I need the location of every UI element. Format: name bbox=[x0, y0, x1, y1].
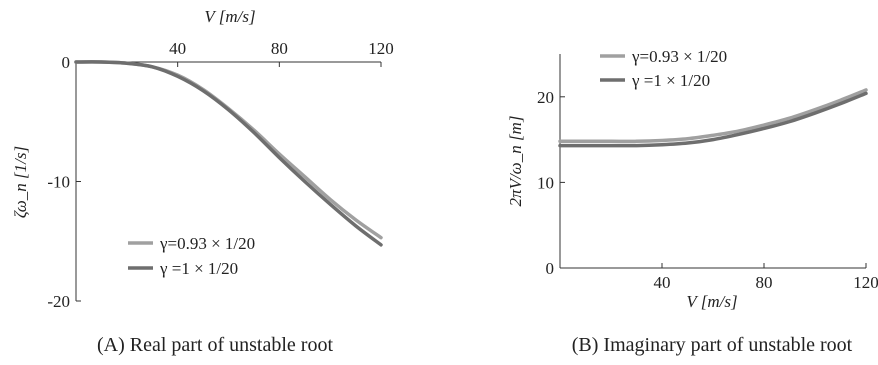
panel-b-x-axis-label: V [m/s] bbox=[686, 292, 737, 311]
panel-a-legend-label-2: γ =1 × 1/20 bbox=[159, 259, 238, 278]
panel-a: 40 80 120 0 -10 -20 V [m/s] ζω_n [1/s] γ=0.9… bbox=[11, 7, 394, 356]
panel-b-series-line-1 bbox=[558, 88, 868, 144]
panel-b-y-axis-label: 2πV/ω_n [m] bbox=[506, 116, 525, 207]
panel-b-axes bbox=[559, 54, 866, 269]
panel-b-x-ticks: 40 80 120 bbox=[654, 263, 878, 292]
panel-a-x-tick-label: 120 bbox=[368, 39, 394, 58]
panel-b-x-tick-label: 80 bbox=[756, 273, 773, 292]
panel-a-y-axis-label: ζω_n [1/s] bbox=[11, 146, 30, 218]
panel-a-caption: (A) Real part of unstable root bbox=[97, 334, 333, 356]
panel-a-series-line-1 bbox=[74, 60, 383, 240]
panel-a-legend: γ=0.93 × 1/20 γ =1 × 1/20 bbox=[128, 234, 255, 278]
panel-b-y-ticks: 0 10 20 bbox=[537, 88, 565, 278]
panel-b-y-tick-label: 20 bbox=[537, 88, 554, 107]
panel-b-series-line-2 bbox=[558, 91, 868, 148]
panel-b-y-tick-label: 0 bbox=[546, 259, 555, 278]
panel-a-x-ticks: 40 80 120 bbox=[169, 39, 394, 67]
panel-b-x-tick-label: 40 bbox=[654, 273, 671, 292]
panel-a-y-tick-label: -10 bbox=[47, 173, 70, 192]
panel-b-legend-label-2: γ =1 × 1/20 bbox=[631, 71, 710, 90]
panel-a-legend-label-1: γ=0.93 × 1/20 bbox=[159, 234, 255, 253]
panel-a-x-tick-label: 80 bbox=[271, 39, 288, 58]
panel-a-y-tick-label: 0 bbox=[62, 53, 71, 72]
panel-a-series bbox=[74, 60, 383, 247]
panel-b-series bbox=[558, 88, 868, 148]
panel-b-legend-label-1: γ=0.93 × 1/20 bbox=[631, 47, 727, 66]
panel-b: 40 80 120 0 10 20 V [m/s] 2πV/ω_n [m] γ=0.93… bbox=[506, 47, 878, 356]
panel-a-x-tick-label: 40 bbox=[169, 39, 186, 58]
panel-b-y-tick-label: 10 bbox=[537, 173, 554, 192]
panel-a-x-axis-label: V [m/s] bbox=[204, 7, 255, 26]
panel-b-caption: (B) Imaginary part of unstable root bbox=[572, 334, 853, 356]
panel-b-x-tick-label: 120 bbox=[853, 273, 878, 292]
panel-b-legend: γ=0.93 × 1/20 γ =1 × 1/20 bbox=[600, 47, 727, 90]
panel-a-y-tick-label: -20 bbox=[47, 292, 70, 311]
panel-a-series-line-2 bbox=[74, 60, 383, 247]
